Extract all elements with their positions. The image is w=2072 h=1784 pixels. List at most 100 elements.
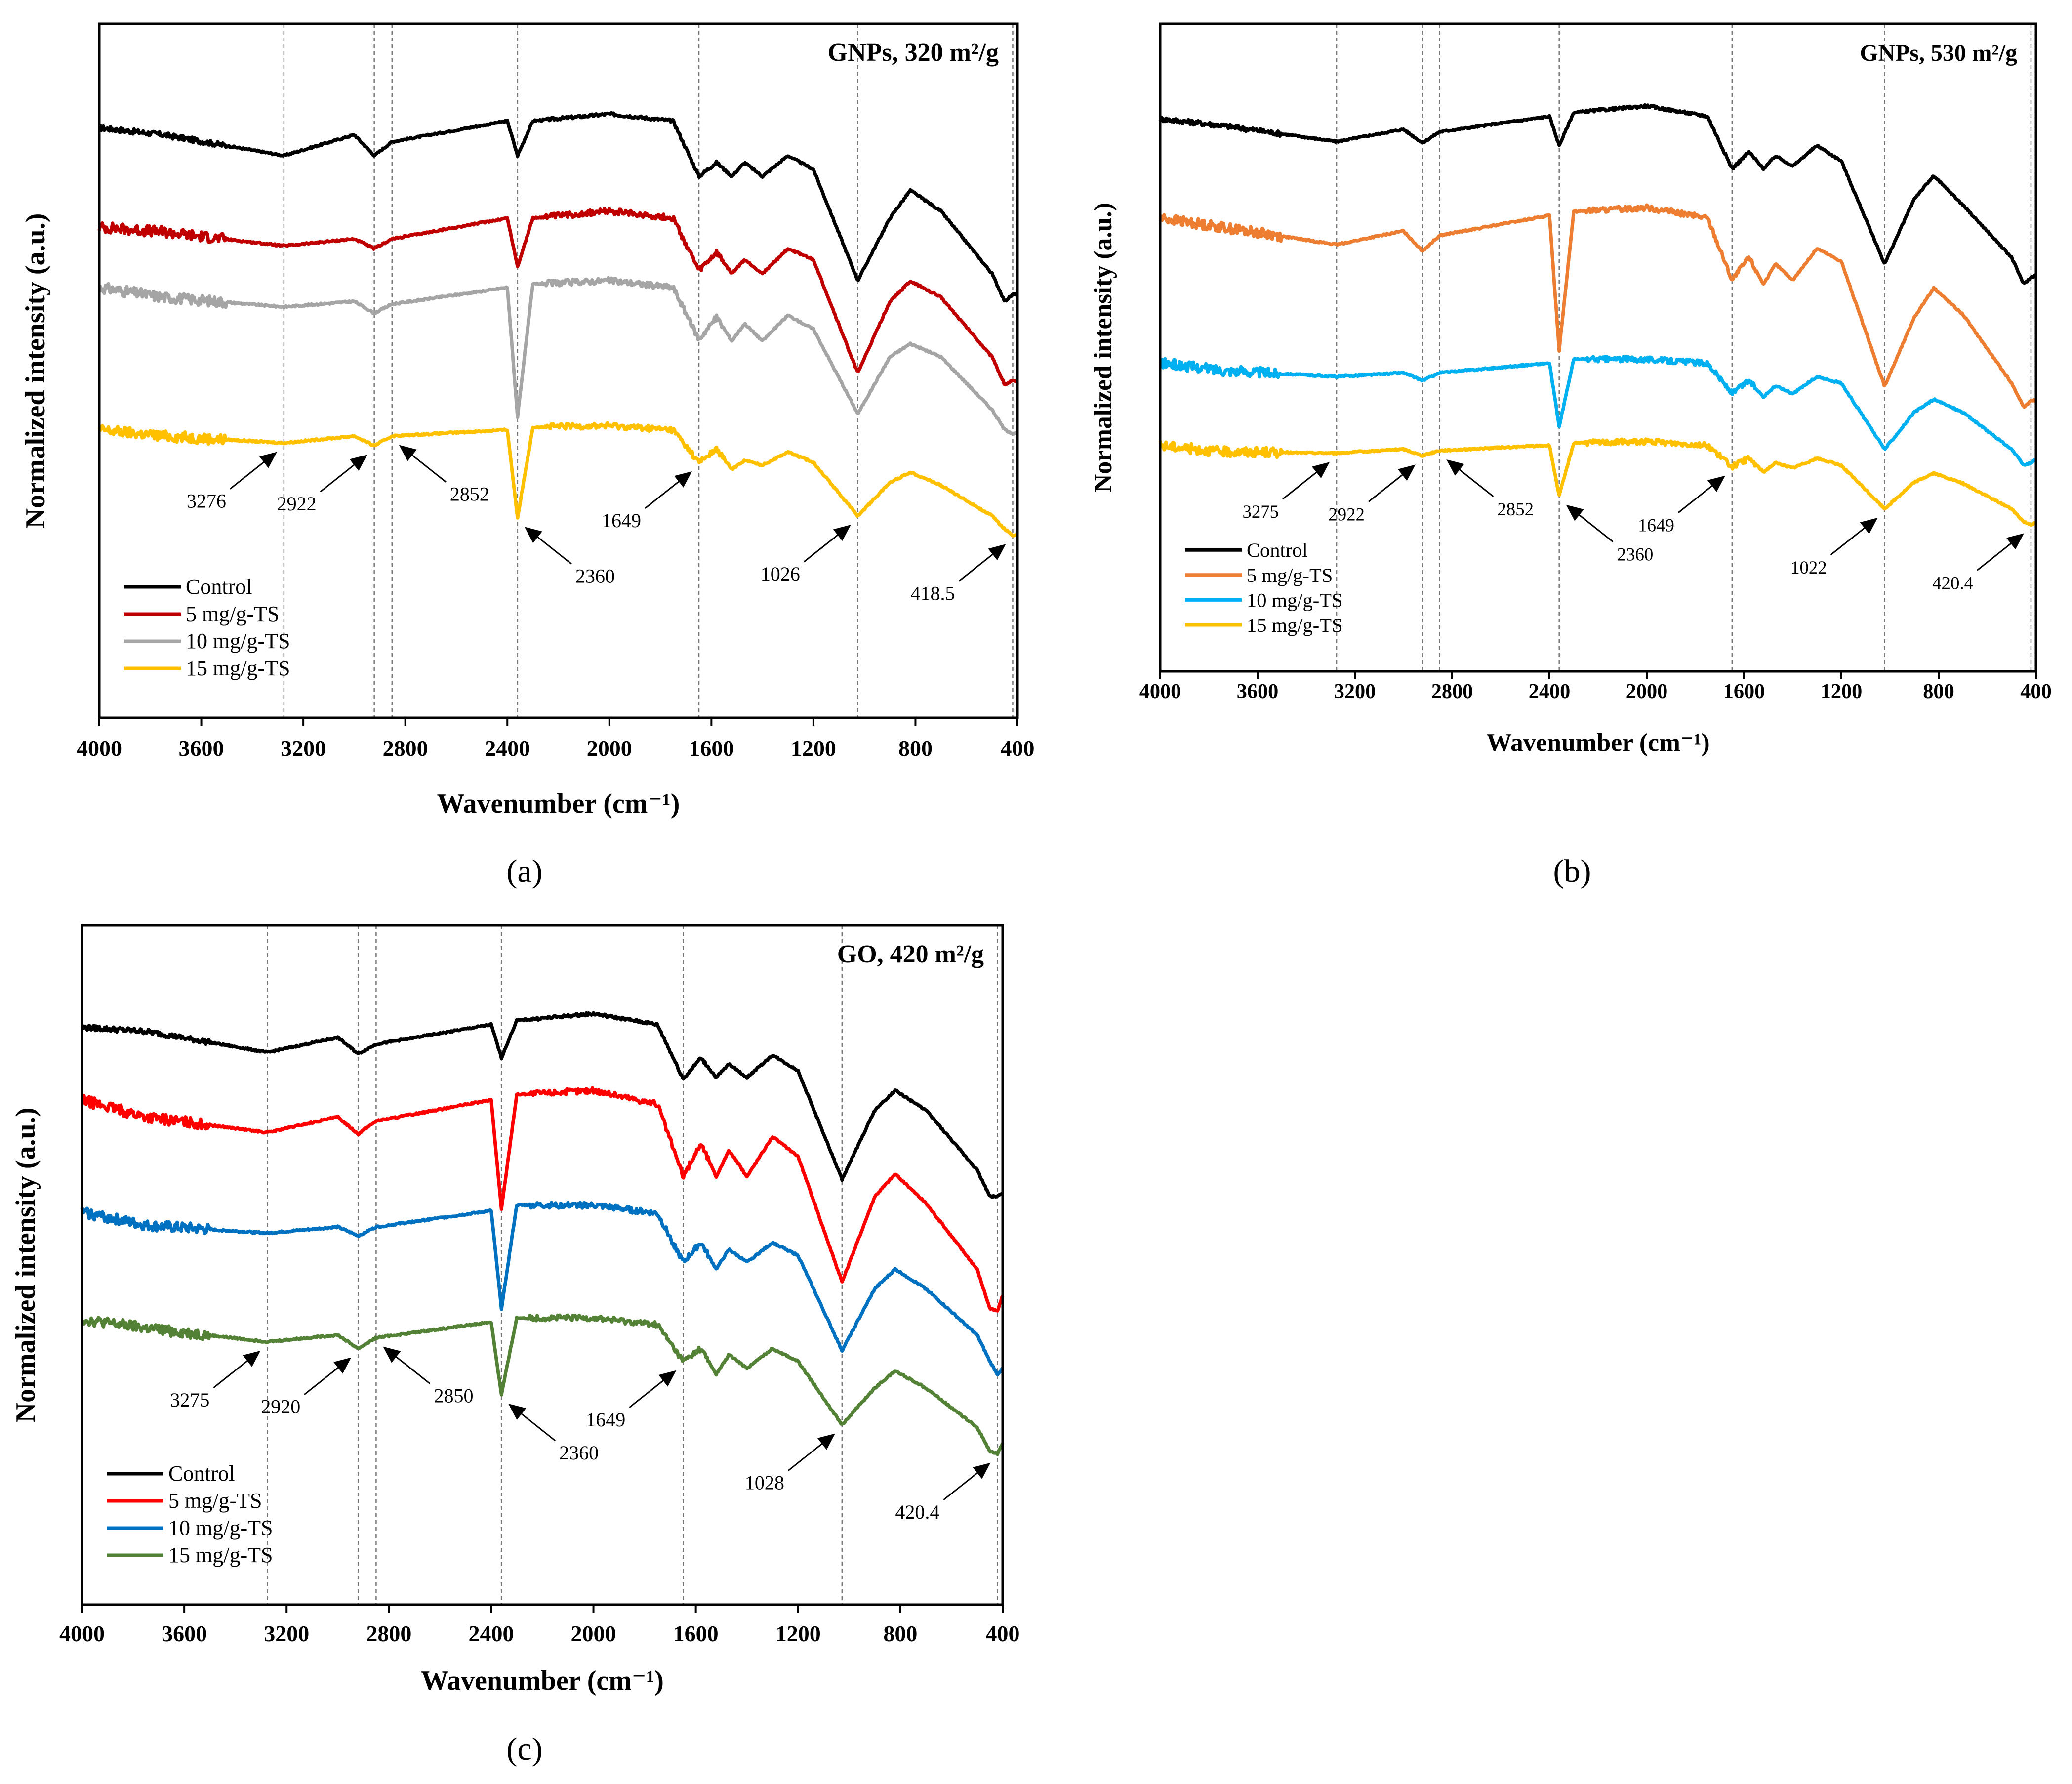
peak-annotation: 420.4 <box>895 1501 939 1523</box>
annotation-arrowhead-icon <box>1397 464 1416 481</box>
annotation-arrow-shaft <box>304 1365 341 1395</box>
x-axis-label: Wavenumber (cm⁻¹) <box>1486 729 1709 757</box>
annotation-arrow-shaft <box>645 479 682 509</box>
plot-frame <box>1159 22 2037 673</box>
peak-annotation: 1649 <box>602 509 641 532</box>
legend-item: 5 mg/g-TS <box>107 1489 262 1513</box>
legend-item: 10 mg/g-TS <box>1185 589 1342 611</box>
peak-annotation: 3276 <box>187 490 226 512</box>
peak-annotation: 2852 <box>450 483 489 505</box>
legend-label: 5 mg/g-TS <box>168 1489 262 1513</box>
legend-label: 5 mg/g-TS <box>1247 564 1333 586</box>
series-line-control <box>80 1011 1004 1199</box>
peak-annotation: 1649 <box>586 1409 625 1431</box>
plot-frame <box>81 924 1004 1606</box>
peak-annotation: 2852 <box>1497 499 1534 519</box>
peak-annotation: 2922 <box>277 493 317 515</box>
legend-label: 10 mg/g-TS <box>168 1516 273 1540</box>
annotation-arrowhead-icon <box>988 544 1006 561</box>
legend-label: Control <box>186 575 252 599</box>
annotation-arrowhead-icon <box>383 1346 401 1363</box>
x-tick-label: 3200 <box>281 736 326 761</box>
annotation-arrowhead-icon <box>1707 475 1725 492</box>
annotation-arrowhead-icon <box>1312 462 1330 479</box>
peak-annotation: 1022 <box>1790 557 1827 578</box>
legend-label: 5 mg/g-TS <box>186 602 279 626</box>
x-tick-label: 1600 <box>689 736 734 761</box>
legend-label: Control <box>168 1461 235 1486</box>
x-tick-label: 4000 <box>77 736 122 761</box>
legend-item: 5 mg/g-TS <box>124 602 279 626</box>
chart-title: GO, 420 m²/g <box>837 940 984 968</box>
x-tick-label: 3600 <box>1237 680 1279 703</box>
x-tick-label: 3200 <box>1334 680 1376 703</box>
series-line-control <box>98 111 1018 303</box>
legend-label: 10 mg/g-TS <box>1247 589 1342 611</box>
chart-panel-a: 4000 3600 3200 2800 2400 2000 1600 1200 800 400 Wa… <box>20 22 1035 889</box>
annotation-arrowhead-icon <box>833 525 851 541</box>
x-tick-label: 4000 <box>1139 680 1181 703</box>
x-tick-label: 2800 <box>366 1621 411 1646</box>
annotation-arrowhead-icon <box>973 1462 991 1479</box>
x-tick-label: 1200 <box>791 736 836 761</box>
annotation-arrow-shaft <box>1677 483 1715 513</box>
annotation-arrowhead-icon <box>399 445 417 461</box>
annotation-arrowhead-icon <box>333 1357 352 1374</box>
x-tick-label: 2000 <box>587 736 632 761</box>
panel-label: (a) <box>506 853 542 889</box>
peak-annotation: 420.4 <box>1932 573 1973 593</box>
x-tick-label: 1600 <box>673 1621 719 1646</box>
legend-item: 15 mg/g-TS <box>1185 614 1342 636</box>
peak-annotation: 3275 <box>170 1389 209 1411</box>
legend-item: Control <box>1185 539 1308 561</box>
x-tick-label: 2000 <box>1626 680 1668 703</box>
peak-annotation: 2360 <box>559 1442 599 1464</box>
annotation-arrow-shaft <box>1368 472 1405 502</box>
annotation-arrow-shaft <box>320 462 357 493</box>
panel-label: (b) <box>1553 853 1591 889</box>
peak-annotation: 2850 <box>434 1385 473 1407</box>
annotation-arrow-shaft <box>943 1470 980 1500</box>
annotation-arrow-shaft <box>803 532 841 563</box>
plot-frame <box>98 22 1019 719</box>
y-axis-label: Normalized intensity (a.u.) <box>20 213 51 529</box>
series-line-10-mg-g-ts <box>98 276 1018 436</box>
x-tick-label: 400 <box>2020 680 2051 703</box>
annotation-arrow-shaft <box>1830 525 1868 556</box>
peak-annotation: 2920 <box>261 1396 300 1418</box>
x-tick-label: 3200 <box>264 1621 309 1646</box>
x-tick-label: 400 <box>1001 736 1035 761</box>
annotation-arrowhead-icon <box>259 452 277 468</box>
legend-item: 15 mg/g-TS <box>107 1543 273 1567</box>
legend-item: 15 mg/g-TS <box>124 656 290 680</box>
x-tick-label: 4000 <box>59 1621 105 1646</box>
series-line-5-mg-g-ts <box>1158 203 2037 409</box>
series-line-5-mg-g-ts <box>97 207 1019 387</box>
chart-title: GNPs, 530 m²/g <box>1860 40 2017 66</box>
y-axis-label: Normalized intensity (a.u.) <box>1089 203 1117 493</box>
x-tick-label: 2800 <box>383 736 428 761</box>
x-tick-label: 3600 <box>179 736 224 761</box>
annotation-arrowhead-icon <box>349 455 367 471</box>
annotation-arrow-shaft <box>1576 512 1614 542</box>
peak-annotation: 1649 <box>1638 515 1674 536</box>
x-axis-label: Wavenumber (cm⁻¹) <box>437 788 680 819</box>
annotation-arrowhead-icon <box>524 527 542 543</box>
legend-item: 5 mg/g-TS <box>1185 564 1333 586</box>
x-tick-label: 800 <box>883 1621 917 1646</box>
annotation-arrowhead-icon <box>674 471 692 488</box>
legend-item: 10 mg/g-TS <box>124 629 290 653</box>
annotation-arrowhead-icon <box>1566 504 1584 521</box>
peak-annotation: 2922 <box>1328 504 1365 524</box>
series-line-control <box>1158 103 2037 285</box>
annotation-arrow-shaft <box>519 1411 556 1442</box>
peak-annotation: 1028 <box>745 1472 784 1494</box>
x-tick-label: 800 <box>898 736 933 761</box>
annotation-arrowhead-icon <box>1446 459 1464 476</box>
peak-annotation: 2360 <box>1617 544 1654 565</box>
annotation-arrow-shaft <box>1457 467 1494 498</box>
chart-title: GNPs, 320 m²/g <box>828 39 999 67</box>
legend-item: Control <box>124 575 252 599</box>
y-axis-label: Normalized intensity (a.u.) <box>10 1108 41 1423</box>
